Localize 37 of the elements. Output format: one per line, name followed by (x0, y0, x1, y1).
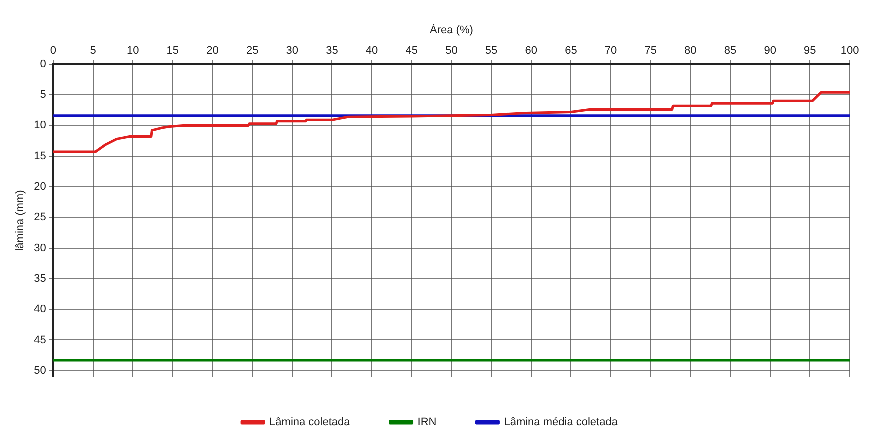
x-tick-label: 15 (166, 44, 180, 57)
x-tick-label: 20 (206, 44, 219, 57)
x-tick-label: 100 (840, 44, 860, 57)
x-tick-label: 0 (50, 44, 56, 57)
x-axis-title: Área (%) (430, 24, 474, 37)
x-tick-label: 70 (604, 44, 618, 57)
x-tick-label: 35 (326, 44, 338, 57)
y-tick-label: 40 (34, 304, 46, 316)
legend-label: Lâmina coletada (270, 416, 352, 429)
x-tick-label: 5 (90, 44, 96, 57)
y-tick-label: 15 (34, 150, 46, 162)
x-tick-label: 90 (764, 44, 776, 57)
y-tick-label: 25 (34, 212, 46, 224)
x-tick-label: 75 (644, 44, 657, 57)
y-tick-label: 20 (34, 181, 46, 194)
x-tick-label: 95 (804, 44, 816, 57)
y-tick-label: 30 (34, 242, 46, 254)
x-tick-label: 50 (446, 44, 458, 57)
y-tick-label: 5 (40, 89, 46, 102)
y-axis-title: lâmina (mm) (14, 190, 27, 252)
y-tick-label: 10 (34, 120, 46, 132)
x-tick-label: 55 (485, 44, 498, 57)
x-tick-label: 45 (406, 44, 418, 57)
y-tick-label: 45 (34, 334, 46, 346)
x-tick-label: 40 (366, 44, 378, 57)
x-tick-label: 85 (724, 44, 737, 57)
x-tick-label: 30 (286, 44, 299, 57)
legend-label: Lâmina média coletada (504, 416, 619, 429)
x-tick-label: 25 (246, 44, 259, 57)
y-tick-label: 35 (34, 272, 46, 285)
legend-label: IRN (418, 416, 437, 429)
x-tick-label: 10 (126, 44, 140, 57)
y-tick-label: 50 (34, 364, 46, 377)
y-tick-label: 0 (40, 58, 46, 70)
x-tick-label: 60 (525, 44, 538, 57)
x-tick-label: 80 (684, 44, 697, 57)
x-tick-label: 65 (565, 44, 578, 57)
